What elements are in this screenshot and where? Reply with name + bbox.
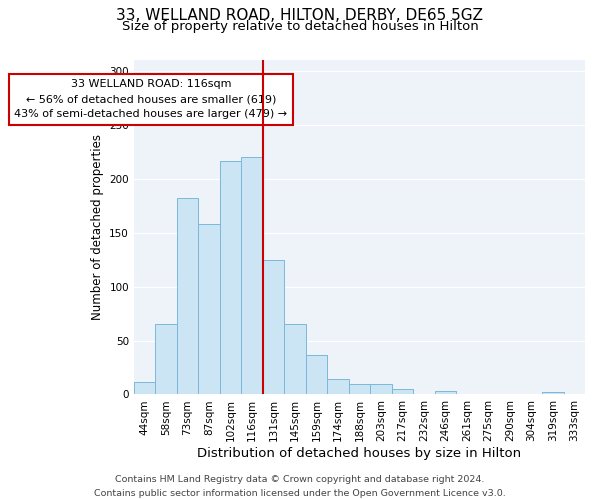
Bar: [155, 324, 177, 394]
Bar: [349, 384, 370, 394]
Text: 33, WELLAND ROAD, HILTON, DERBY, DE65 5GZ: 33, WELLAND ROAD, HILTON, DERBY, DE65 5G…: [116, 8, 484, 22]
X-axis label: Distribution of detached houses by size in Hilton: Distribution of detached houses by size …: [197, 447, 521, 460]
Y-axis label: Number of detached properties: Number of detached properties: [91, 134, 104, 320]
Bar: [284, 324, 306, 394]
Bar: [241, 157, 263, 394]
Bar: [542, 392, 563, 394]
Bar: [327, 380, 349, 394]
Bar: [134, 382, 155, 394]
Bar: [220, 162, 241, 394]
Text: Contains HM Land Registry data © Crown copyright and database right 2024.
Contai: Contains HM Land Registry data © Crown c…: [94, 476, 506, 498]
Text: Size of property relative to detached houses in Hilton: Size of property relative to detached ho…: [122, 20, 478, 33]
Bar: [198, 224, 220, 394]
Bar: [370, 384, 392, 394]
Bar: [306, 354, 327, 395]
Bar: [392, 389, 413, 394]
Bar: [177, 198, 198, 394]
Text: 33 WELLAND ROAD: 116sqm
← 56% of detached houses are smaller (619)
43% of semi-d: 33 WELLAND ROAD: 116sqm ← 56% of detache…: [14, 80, 287, 119]
Bar: [434, 391, 456, 394]
Bar: [263, 260, 284, 394]
